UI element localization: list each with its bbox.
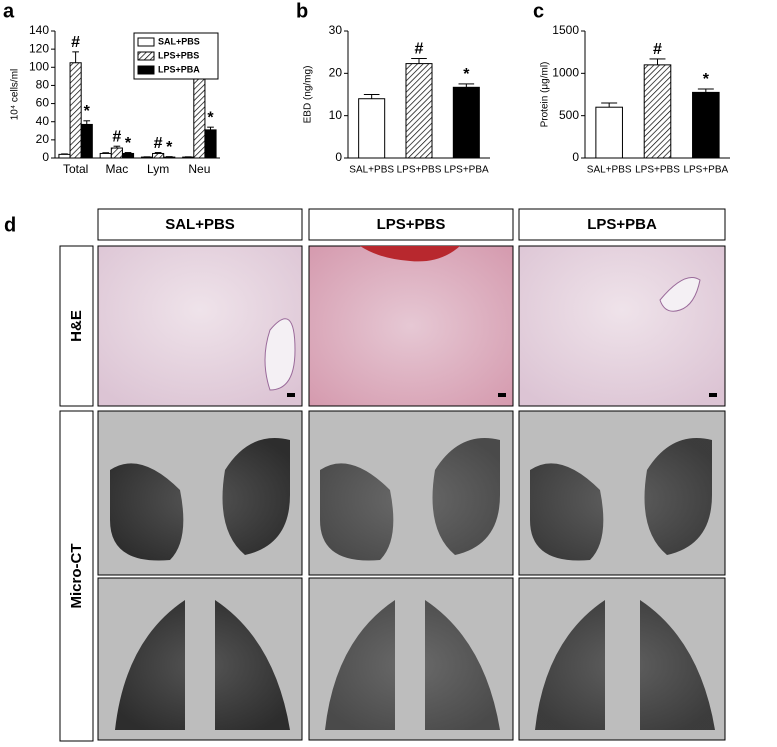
y-tick-label: 140 <box>29 23 49 37</box>
y-tick-label: 20 <box>36 132 50 146</box>
panel-letter: a <box>3 0 15 22</box>
legend-swatch <box>137 65 155 75</box>
bar <box>405 63 433 159</box>
x-tick-label: LPS+PBA <box>683 165 728 176</box>
bar <box>643 64 672 159</box>
significance-marker: # <box>415 41 424 58</box>
legend-label: SAL+PBS <box>158 36 200 46</box>
significance-marker: # <box>112 128 121 145</box>
significance-marker: * <box>463 66 470 83</box>
column-header-box <box>518 208 726 241</box>
bar <box>121 152 135 159</box>
panel-letter: c <box>533 0 544 22</box>
bar <box>452 86 480 159</box>
y-tick-label: 100 <box>29 59 49 73</box>
row-header-box <box>59 245 94 407</box>
column-header-box <box>97 208 303 241</box>
y-axis-label: 10⁴ cells/ml <box>10 69 21 121</box>
panel-letter: d <box>4 214 16 236</box>
vessel <box>264 318 296 391</box>
x-tick-label: SAL+PBS <box>587 165 632 176</box>
bar <box>99 152 112 159</box>
bar <box>58 153 71 159</box>
bar <box>152 152 165 159</box>
vessel <box>659 277 701 312</box>
legend-swatch <box>137 37 155 47</box>
blood <box>360 246 460 262</box>
y-tick-label: 0 <box>335 150 342 164</box>
y-tick-label: 20 <box>329 66 343 80</box>
column-header: LPS+PBA <box>587 216 657 233</box>
x-tick-label: LPS+PBS <box>635 165 680 176</box>
bar <box>80 123 93 159</box>
significance-marker: * <box>166 139 173 156</box>
bar <box>204 129 217 159</box>
ct-images <box>97 410 726 741</box>
y-tick-label: 10 <box>329 108 343 122</box>
legend-label: LPS+PBA <box>158 64 200 74</box>
column-header: SAL+PBS <box>165 216 235 233</box>
y-tick-label: 120 <box>29 41 49 55</box>
column-header-box <box>308 208 514 241</box>
y-tick-label: 0 <box>572 150 579 164</box>
x-tick-label: SAL+PBS <box>349 165 394 176</box>
column-header: LPS+PBS <box>377 216 446 233</box>
legend-swatch <box>137 51 155 61</box>
bar <box>692 91 720 159</box>
bar <box>358 98 386 159</box>
x-tick-label: Neu <box>188 162 210 176</box>
row-header-box <box>59 410 94 742</box>
y-tick-label: 80 <box>36 78 50 92</box>
significance-marker: # <box>653 41 662 58</box>
y-tick-label: 40 <box>36 114 50 128</box>
bar <box>595 106 623 159</box>
scale-bar <box>498 393 506 397</box>
y-tick-label: 30 <box>329 23 343 37</box>
bar <box>69 62 82 159</box>
x-tick-label: LPS+PBA <box>444 165 489 176</box>
x-tick-label: Mac <box>106 162 129 176</box>
row-header: Micro-CT <box>68 544 85 609</box>
significance-marker: * <box>703 71 710 88</box>
y-tick-label: 500 <box>559 108 579 122</box>
y-tick-label: 60 <box>36 96 50 110</box>
significance-marker: * <box>207 109 214 126</box>
y-axis-label: EBD (ng/mg) <box>303 66 314 124</box>
bar <box>110 147 123 159</box>
y-tick-label: 1000 <box>552 66 579 80</box>
he-image <box>308 245 514 407</box>
significance-marker: # <box>154 135 163 152</box>
y-tick-label: 0 <box>42 150 49 164</box>
y-axis-label: Protein (μg/ml) <box>540 62 551 128</box>
row-header: H&E <box>68 310 85 342</box>
scale-bar <box>287 393 295 397</box>
image-grid: SAL+PBS LPS+PBS LPS+PBA H&E Micro-CT <box>59 208 726 742</box>
significance-marker: * <box>84 103 91 120</box>
panel-letter: b <box>296 0 308 22</box>
bar <box>163 156 176 159</box>
x-tick-label: Lym <box>147 162 169 176</box>
y-tick-label: 1500 <box>552 23 579 37</box>
scale-bar <box>709 393 717 397</box>
legend-label: LPS+PBS <box>158 50 199 60</box>
x-tick-label: Total <box>63 162 88 176</box>
he-image <box>518 245 726 407</box>
bar <box>193 75 206 159</box>
significance-marker: * <box>125 135 132 152</box>
significance-marker: # <box>71 34 80 51</box>
x-tick-label: LPS+PBS <box>397 165 442 176</box>
